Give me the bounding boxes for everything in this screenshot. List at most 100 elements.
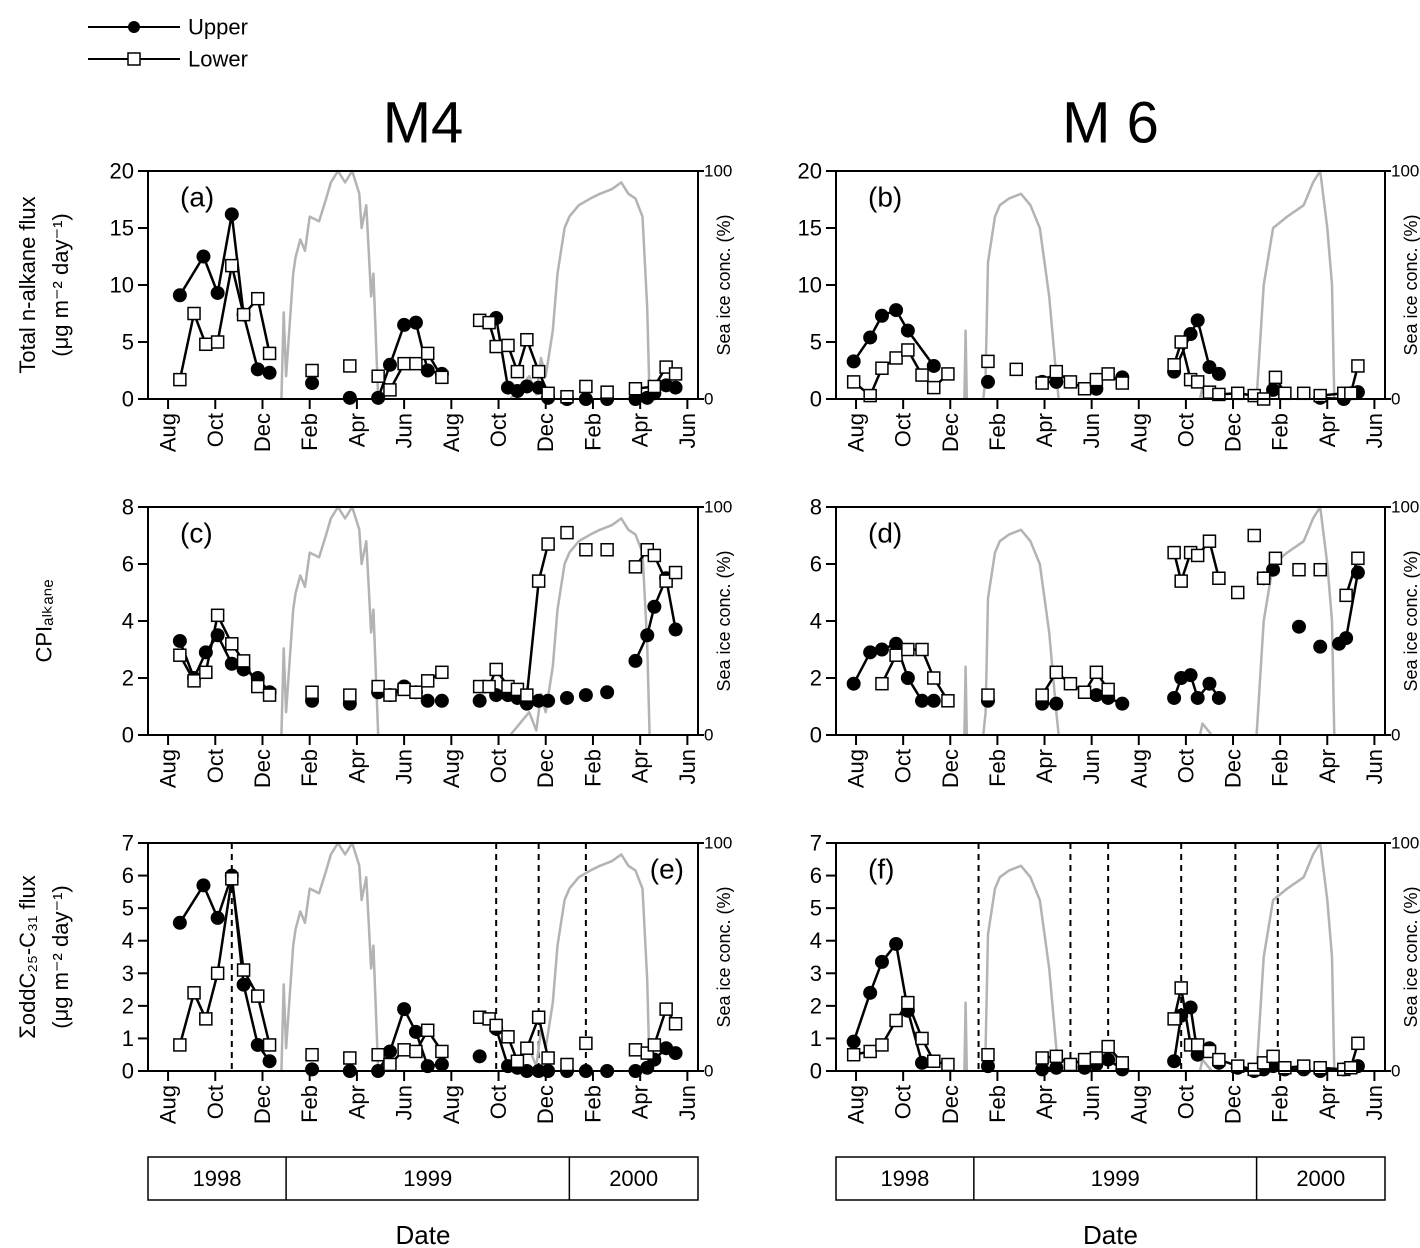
sea-ice-line <box>963 169 1336 400</box>
point <box>1115 696 1130 711</box>
x-tick-label: Apr <box>1315 413 1340 447</box>
x-tick-label: Dec <box>1221 749 1246 788</box>
x-tick-label: Apr <box>1315 749 1340 783</box>
point <box>342 390 357 405</box>
point <box>382 357 397 372</box>
y2-axis-label: Sea ice conc. (%) <box>714 214 734 355</box>
point <box>628 1043 643 1057</box>
point <box>1089 665 1104 680</box>
point <box>371 679 385 694</box>
point <box>224 656 239 671</box>
point <box>409 1044 423 1059</box>
x-tick-label: Jun <box>392 413 417 448</box>
point <box>420 1059 435 1074</box>
x-tick-label: Feb <box>297 413 322 451</box>
point <box>647 548 662 563</box>
y-tick-label: 7 <box>810 831 822 856</box>
x-tick-label: Oct <box>1173 749 1198 783</box>
point <box>397 356 411 371</box>
x-tick-label: Aug <box>844 749 869 788</box>
point <box>1049 1049 1064 1064</box>
point <box>520 688 534 702</box>
point <box>250 362 265 377</box>
y-axis-label: (μg m⁻² day⁻¹) <box>48 885 73 1028</box>
point <box>472 1049 487 1064</box>
point <box>874 308 889 323</box>
point <box>210 910 225 925</box>
point <box>1292 562 1306 577</box>
x-tick-label: Jun <box>1362 1085 1387 1120</box>
point <box>482 679 496 694</box>
point <box>915 693 930 708</box>
y2-tick-label: 100 <box>1391 834 1419 853</box>
point <box>1183 668 1198 683</box>
sea-ice-line <box>963 841 1336 1072</box>
x-tick-label: Feb <box>580 749 605 787</box>
x-tick-label: Feb <box>297 749 322 787</box>
point <box>371 390 386 405</box>
x-tick-label: Jun <box>1079 413 1104 448</box>
point <box>1344 386 1358 401</box>
point <box>1063 375 1078 389</box>
x-tick-label: Apr <box>1032 749 1057 783</box>
point <box>578 688 593 703</box>
sea-ice-line <box>280 169 651 400</box>
plot-frame <box>147 170 699 400</box>
x-tick-label: Aug <box>439 749 464 788</box>
x-tick-label: Jun <box>1362 749 1387 784</box>
x-tick-label: Jun <box>675 1085 700 1120</box>
point <box>397 1002 412 1017</box>
point <box>941 694 955 708</box>
x-tick-label: Feb <box>580 1085 605 1123</box>
point <box>579 379 593 394</box>
point <box>541 693 556 708</box>
x-tick-label: Feb <box>985 1085 1010 1123</box>
point <box>1190 375 1205 389</box>
x-tick-label: Apr <box>628 413 653 447</box>
y-tick-label: 6 <box>122 552 134 577</box>
point <box>531 574 546 588</box>
point <box>420 674 435 688</box>
point <box>1202 534 1217 548</box>
point <box>889 648 903 662</box>
point <box>1115 376 1130 390</box>
point <box>173 372 187 387</box>
point <box>659 1002 673 1016</box>
column-title: M4 <box>383 91 464 156</box>
point <box>915 1055 930 1070</box>
legend-label: Lower <box>188 47 248 72</box>
point <box>262 1038 277 1052</box>
point <box>863 985 878 1000</box>
point <box>1313 562 1327 577</box>
point <box>1268 370 1283 385</box>
y2-tick-label: 0 <box>704 1062 713 1081</box>
y-tick-label: 2 <box>810 666 822 691</box>
point <box>520 1041 534 1055</box>
y-tick-label: 4 <box>122 928 134 953</box>
point <box>1296 386 1311 401</box>
y-tick-label: 20 <box>110 159 134 184</box>
x-tick-label: Oct <box>486 749 511 783</box>
point <box>489 662 503 677</box>
point <box>1049 665 1064 680</box>
y2-axis-label: Sea ice conc. (%) <box>1401 550 1420 691</box>
point <box>343 359 357 373</box>
x-tick-label: Dec <box>938 1085 963 1124</box>
x-tick-label: Aug <box>156 749 181 788</box>
point <box>199 665 213 680</box>
point <box>541 386 555 401</box>
point <box>1268 551 1283 566</box>
point <box>210 285 225 300</box>
point <box>251 291 265 306</box>
point <box>236 963 251 977</box>
point <box>941 367 955 381</box>
point <box>560 1057 574 1072</box>
y-tick-label: 0 <box>810 387 822 412</box>
x-tick-label: Apr <box>344 1085 369 1119</box>
point <box>1035 376 1049 390</box>
point <box>1256 571 1271 585</box>
point <box>900 671 915 685</box>
y-tick-label: 5 <box>810 330 822 355</box>
x-tick-label: Oct <box>486 413 511 447</box>
y-tick-label: 5 <box>122 896 134 921</box>
